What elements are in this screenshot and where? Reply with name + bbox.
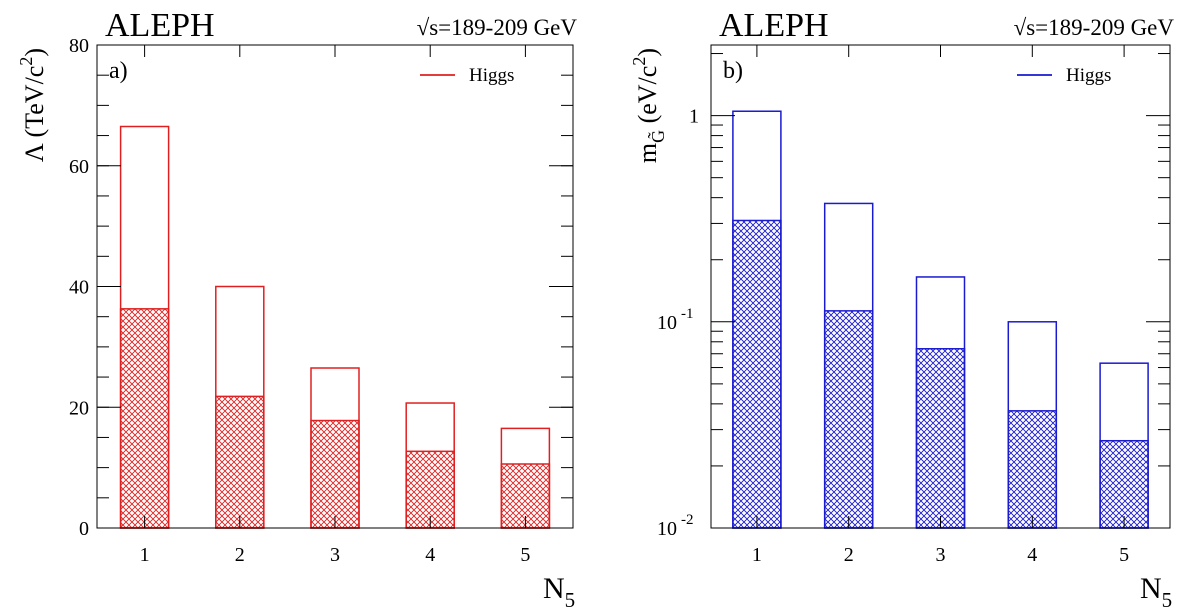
panel-label: a) [109, 58, 128, 84]
y-tick-label: 80 [69, 35, 89, 57]
energy-label: √s=189-209 GeV [1014, 15, 1175, 40]
x-tick-label: 2 [235, 544, 245, 566]
panel-1: 1 2 3 4 5 0 20 40 60 80 ALEPH √s=189-209 GeV a) Higgs… [16, 7, 577, 612]
experiment-label: ALEPH [719, 7, 829, 44]
y-tick-label: 10 [657, 312, 677, 334]
y-axis-label-sup: 2 [629, 57, 649, 66]
y-axis-label: mG̃ (eV/c2) [629, 48, 668, 163]
x-axis-label: N5 [1140, 572, 1172, 612]
x-tick-label: 3 [936, 544, 946, 566]
y-axis-label-close: ) [20, 48, 49, 57]
legend-label: Higgs [469, 65, 514, 86]
y-axis-label-main: Λ (TeV/c [20, 66, 49, 162]
x-tick-label: 3 [330, 544, 340, 566]
bar-hatched-1 [732, 219, 782, 529]
bar-hatched-1 [119, 308, 170, 529]
y-axis-label: Λ (TeV/c2) [16, 48, 49, 162]
y-axis-label-sup: 2 [16, 57, 36, 66]
panel-label: b) [723, 58, 743, 84]
y-tick-label: 1 [689, 106, 699, 128]
energy-label: √s=189-209 GeV [417, 15, 578, 40]
x-axis-label-sub: 5 [565, 588, 576, 612]
x-axis-label-main: N [543, 572, 565, 605]
y-tick-label: 60 [69, 156, 89, 178]
x-axis-label-main: N [1140, 572, 1162, 605]
x-tick-label: 5 [520, 544, 530, 566]
y-tick-label: 40 [69, 277, 89, 299]
x-axis-label-sub: 5 [1162, 588, 1173, 612]
bar-hatched-3 [915, 348, 966, 529]
y-tick-label: 20 [69, 397, 89, 419]
y-axis-label-mid: (eV/c [633, 66, 662, 130]
experiment-label: ALEPH [105, 7, 215, 44]
y-axis-label-main: m [633, 143, 662, 163]
bar-hatched-4 [405, 450, 455, 529]
y-tick-label: 0 [79, 518, 89, 540]
y-axis-label-close: ) [633, 48, 662, 57]
bar-hatched-4 [1007, 410, 1058, 529]
bar-hatched-2 [215, 395, 265, 529]
x-tick-label: 1 [752, 544, 762, 566]
y-tick-exponent: -2 [681, 512, 694, 528]
y-tick-exponent: -1 [681, 306, 694, 322]
x-tick-label: 5 [1119, 544, 1129, 566]
x-tick-label: 2 [844, 544, 854, 566]
y-tick-base: 1 [689, 106, 699, 128]
x-tick-label: 1 [140, 544, 150, 566]
y-axis-label-sub: G̃ [646, 130, 668, 143]
y-tick-base: 10 [657, 518, 677, 540]
y-tick-base: 10 [657, 312, 677, 334]
bar-hatched-2 [823, 310, 874, 529]
y-tick-label: 10 [657, 518, 677, 540]
legend-label: Higgs [1066, 65, 1111, 86]
bar-hatched-5 [1099, 439, 1149, 529]
x-axis-label: N5 [543, 572, 575, 612]
x-tick-label: 4 [425, 544, 435, 566]
bar-hatched-3 [310, 419, 360, 529]
x-tick-label: 4 [1027, 544, 1037, 566]
